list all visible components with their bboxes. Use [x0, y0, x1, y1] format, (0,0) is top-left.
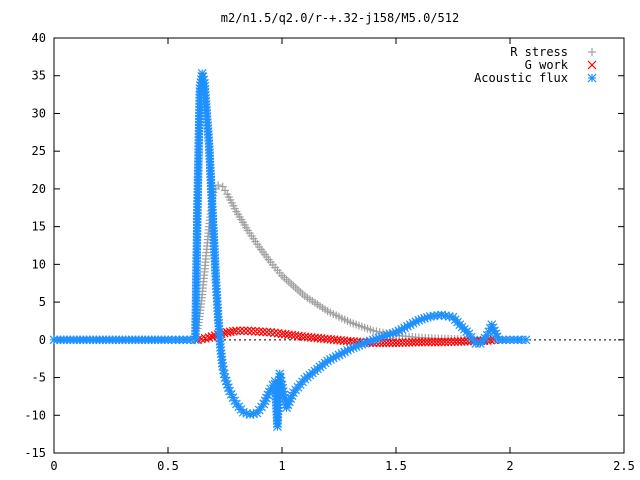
- x-tick-label: 2: [506, 459, 513, 473]
- data-point-fill: [424, 337, 433, 347]
- x-tick-label: 1: [278, 459, 285, 473]
- data-point-fill: [420, 337, 430, 347]
- y-tick-label: 10: [32, 257, 46, 271]
- data-point-fill: [394, 338, 404, 348]
- data-point-fill: [397, 324, 407, 334]
- data-point-fill: [443, 337, 453, 347]
- x-tick-label: 1.5: [385, 459, 407, 473]
- y-tick-label: 20: [32, 182, 46, 196]
- data-point: [231, 326, 241, 336]
- y-tick-label: 35: [32, 69, 46, 83]
- data-point-fill: [334, 350, 344, 360]
- plot-frame: [53, 37, 625, 454]
- x-tick-label: 0.5: [157, 459, 179, 473]
- x-tick-label: 0: [50, 459, 57, 473]
- series-1: [193, 326, 499, 348]
- legend-label: G work: [525, 58, 569, 72]
- data-point-fill: [450, 337, 460, 347]
- data-point: [414, 337, 424, 347]
- data-point-fill: [440, 337, 450, 347]
- data-point-fill: [239, 326, 249, 336]
- data-point-fill: [430, 337, 440, 347]
- data-point-fill: [381, 338, 391, 348]
- x-tick-label: 2.5: [613, 459, 635, 473]
- data-point-fill: [433, 337, 443, 347]
- legend-label: Acoustic flux: [474, 71, 568, 85]
- y-tick-label: 40: [32, 31, 46, 45]
- series-layer: [49, 69, 531, 432]
- data-point-fill: [250, 326, 260, 336]
- data-point-fill: [235, 326, 245, 336]
- data-point-fill: [401, 338, 411, 347]
- data-point: [391, 338, 401, 348]
- data-point: [266, 327, 276, 337]
- data-point-fill: [404, 337, 414, 347]
- data-point-fill: [258, 327, 268, 337]
- data-point: [243, 326, 253, 336]
- data-point-fill: [230, 396, 240, 406]
- legend-marker: [587, 60, 597, 70]
- y-tick-label: 15: [32, 220, 46, 234]
- data-point-fill: [249, 409, 258, 419]
- data-point: [254, 327, 264, 336]
- data-point-fill: [262, 327, 272, 337]
- data-point: [204, 333, 214, 342]
- data-point: [437, 337, 447, 347]
- y-tick-label: -10: [24, 408, 46, 422]
- legend-marker: [587, 73, 597, 83]
- data-point-fill: [411, 337, 420, 347]
- data-point-fill: [427, 337, 437, 347]
- y-tick-label: -5: [32, 371, 46, 385]
- data-point-fill: [207, 332, 217, 341]
- data-point: [521, 335, 531, 345]
- y-tick-label: -15: [24, 446, 46, 460]
- data-point-fill: [388, 338, 398, 348]
- data-point-fill: [456, 337, 466, 346]
- legend-label: R stress: [510, 45, 568, 59]
- axis-ticks: 0 0.5 1 1.5 2 2.5 -15 -10 -5 0 5 10 15 20 25 30 35 40: [24, 31, 635, 473]
- series-2: [49, 69, 531, 432]
- data-point-fill: [269, 328, 279, 338]
- data-point-fill: [228, 326, 238, 336]
- data-point-fill: [453, 337, 463, 346]
- y-tick-label: 5: [39, 295, 46, 309]
- chart-title: m2/n1.5/q2.0/r-+.32-j158/M5.0/512: [221, 11, 459, 25]
- data-point-fill: [385, 338, 394, 348]
- data-point: [459, 336, 469, 346]
- data-point-fill: [417, 337, 427, 347]
- data-point-fill: [247, 326, 257, 336]
- y-tick-label: 0: [39, 333, 46, 347]
- legend-marker: [588, 48, 596, 56]
- data-point-fill: [407, 337, 417, 347]
- y-tick-label: 30: [32, 106, 46, 120]
- y-tick-label: 25: [32, 144, 46, 158]
- data-point-fill: [446, 337, 456, 347]
- data-point-fill: [398, 338, 407, 348]
